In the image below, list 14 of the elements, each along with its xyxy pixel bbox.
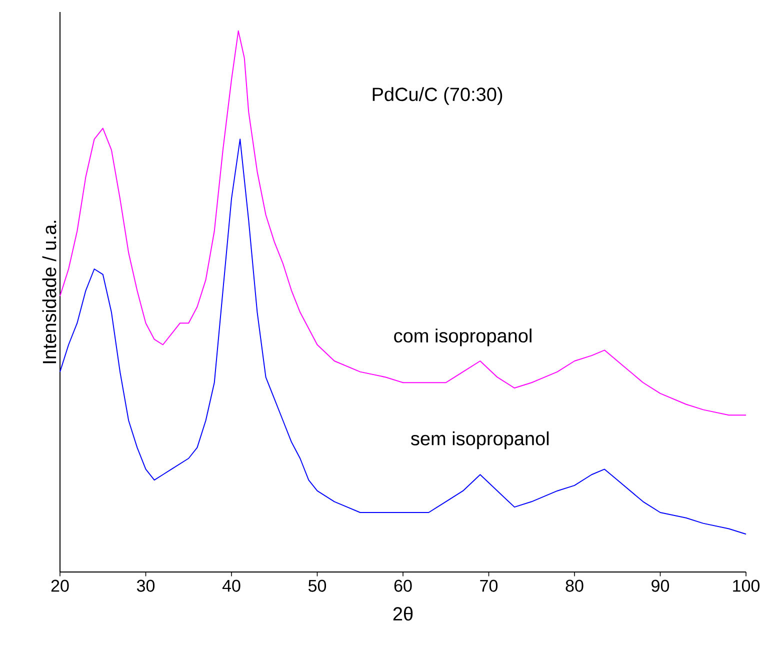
annotation: PdCu/C (70:30) bbox=[372, 87, 502, 105]
x-tick-label: 30 bbox=[136, 580, 155, 592]
y-axis-title: Intensidade / u.a. bbox=[42, 220, 56, 364]
x-tick-label: 40 bbox=[222, 580, 240, 592]
x-axis-title: 2θ bbox=[393, 606, 413, 621]
series-label: sem isopropanol bbox=[411, 431, 549, 450]
series-label: com isopropanol bbox=[394, 328, 532, 346]
x-tick-label: 80 bbox=[566, 580, 584, 592]
x-tick-label: 100 bbox=[733, 580, 760, 592]
x-tick-label: 70 bbox=[480, 580, 498, 592]
x-tick-label: 90 bbox=[652, 580, 670, 592]
x-tick-label: 50 bbox=[308, 580, 326, 592]
x-tick-label: 60 bbox=[394, 580, 412, 592]
x-tick-label: 20 bbox=[51, 580, 69, 592]
